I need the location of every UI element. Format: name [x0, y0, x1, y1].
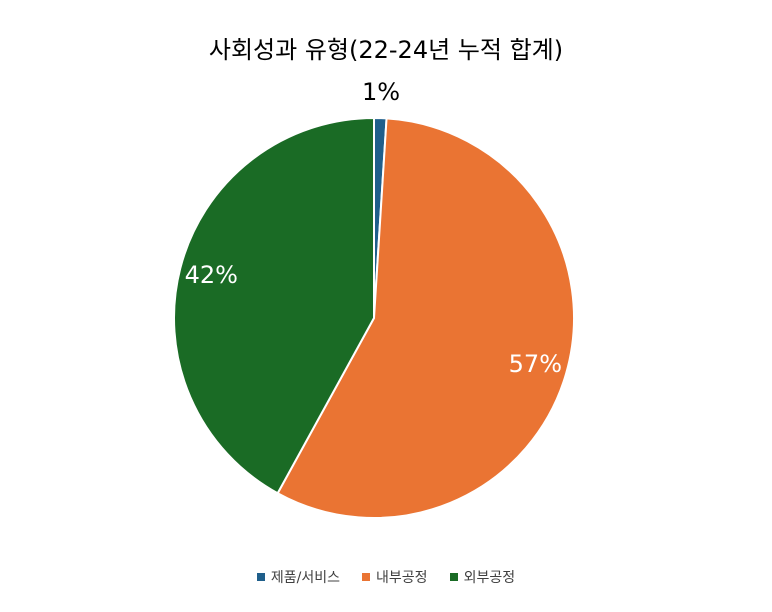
chart-title: 사회성과 유형(22-24년 누적 합계) [208, 36, 564, 64]
pie-slice-2 [173, 116, 375, 495]
legend-label-2: 외부공정 [463, 570, 516, 586]
legend-swatch-0 [256, 573, 265, 581]
data-label-1: 57% [509, 350, 562, 378]
legend-item-2: 외부공정 [449, 567, 516, 587]
data-label-2: 42% [185, 261, 238, 289]
legend-label-0: 제품/서비스 [270, 570, 341, 586]
legend-swatch-1 [362, 573, 371, 581]
legend: 제품/서비스 내부공정 외부공정 [0, 567, 772, 587]
data-label-0: 1% [362, 78, 400, 106]
legend-item-1: 내부공정 [362, 567, 428, 587]
pie-slice-1 [276, 117, 575, 519]
legend-label-1: 내부공정 [376, 570, 428, 586]
legend-swatch-2 [449, 573, 458, 581]
legend-item-0: 제품/서비스 [256, 567, 341, 587]
